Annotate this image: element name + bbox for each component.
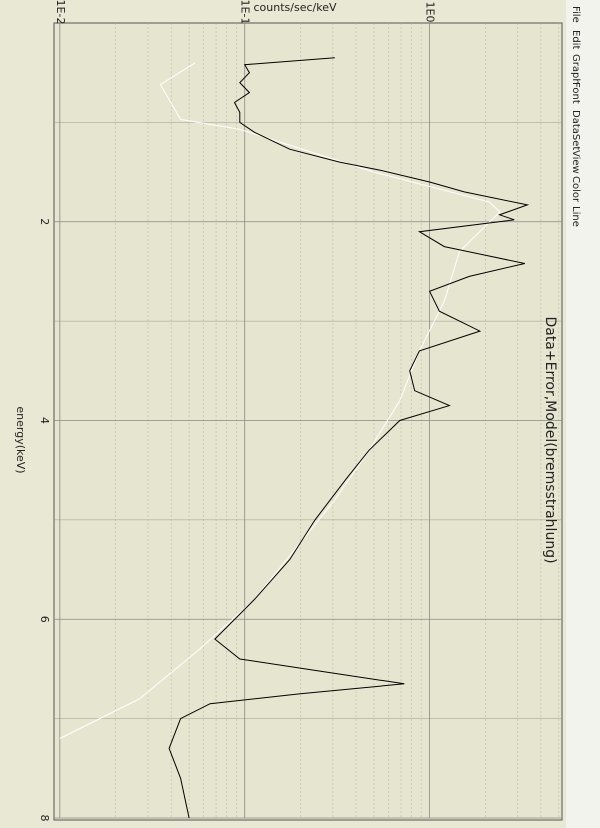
series-line [168, 57, 530, 819]
x-tick-label: 4 [38, 417, 51, 424]
series-line [59, 62, 501, 739]
menu-item[interactable]: Line [570, 206, 581, 227]
menu-item[interactable]: View [570, 150, 581, 174]
x-tick-label: 8 [38, 815, 51, 822]
y-tick-label: 1E0 [424, 2, 437, 23]
menu-item[interactable]: Font [570, 82, 581, 104]
menu-item[interactable]: Edit [570, 30, 581, 49]
x-tick-label: 6 [38, 616, 51, 623]
menu-item[interactable]: File [570, 6, 581, 23]
menu-bar [566, 0, 600, 828]
x-axis-label: energy(keV) [14, 406, 27, 473]
y-tick-label: 1E-2 [54, 0, 67, 24]
chart-title: Data+Error,Model(bremsstrahlung) [542, 316, 558, 563]
y-axis-label: counts/sec/keV [254, 1, 337, 14]
menu-item[interactable]: DataSet [570, 110, 581, 150]
plot-area [53, 22, 563, 821]
y-tick-label: 1E-1 [239, 0, 252, 24]
menu-item[interactable]: Color [570, 176, 581, 203]
menu-item[interactable]: Graph [570, 54, 581, 85]
x-tick-label: 2 [38, 218, 51, 225]
